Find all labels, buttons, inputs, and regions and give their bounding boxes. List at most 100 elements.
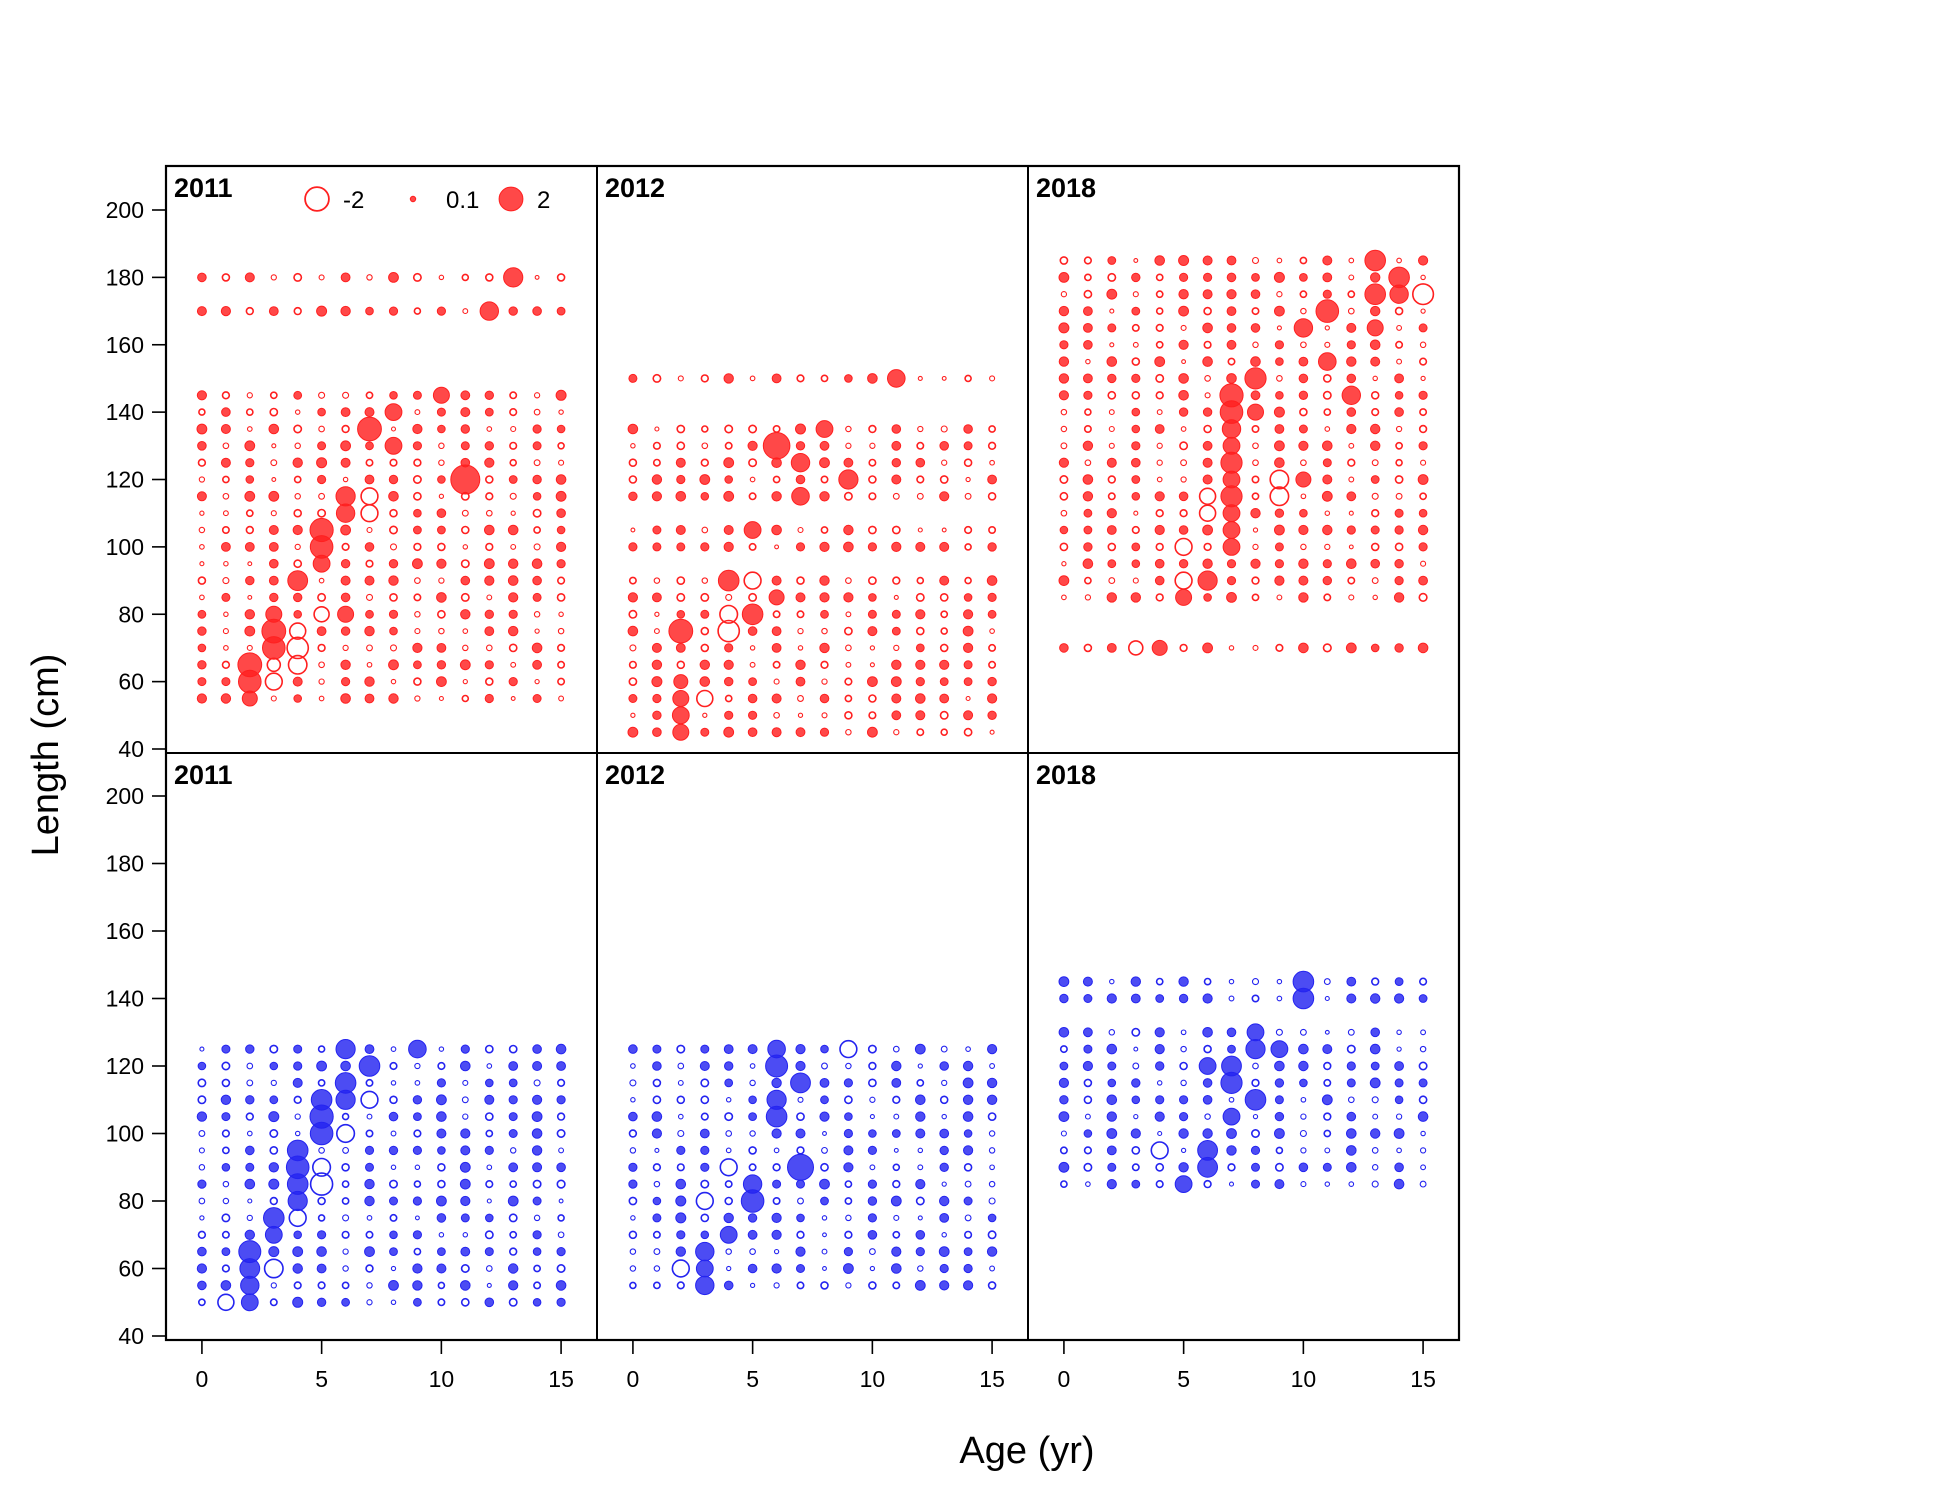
residual-bubble (1299, 1028, 1307, 1036)
residual-bubble (963, 660, 973, 670)
residual-bubble (510, 696, 516, 701)
residual-bubble (628, 1179, 638, 1189)
residual-bubble (790, 453, 811, 473)
residual-bubble (196, 390, 207, 401)
residual-bubble (987, 1044, 998, 1055)
residual-bubble (198, 526, 206, 534)
residual-bubble (461, 509, 469, 517)
residual-bubble (438, 577, 445, 584)
residual-bubble (700, 1145, 710, 1156)
residual-bubble (630, 527, 636, 533)
residual-bubble (390, 1046, 397, 1052)
residual-bubble (556, 508, 566, 519)
residual-bubble (366, 1282, 373, 1289)
residual-bubble (1370, 390, 1380, 400)
residual-bubble (771, 626, 782, 636)
residual-bubble (389, 1061, 398, 1071)
residual-bubble (556, 1264, 566, 1274)
residual-bubble (1202, 440, 1213, 451)
residual-bubble (484, 609, 494, 619)
residual-bubble (1348, 274, 1355, 281)
residual-bubble (357, 416, 382, 442)
residual-bubble (197, 1078, 207, 1088)
residual-bubble (390, 1080, 397, 1086)
residual-bubble (939, 1162, 949, 1173)
residual-bubble (198, 476, 206, 483)
y-axis-title: Length (cm) (25, 654, 67, 857)
residual-bubble (1178, 289, 1189, 300)
residual-bubble (819, 440, 830, 451)
residual-bubble (1155, 977, 1164, 986)
residual-bubble (317, 1281, 326, 1290)
residual-bubble (702, 712, 708, 718)
residual-bubble (747, 727, 758, 738)
residual-bubble (1106, 356, 1118, 367)
residual-bubble (1155, 994, 1165, 1003)
residual-bubble (868, 593, 877, 602)
residual-bubble (1345, 642, 1357, 654)
residual-bubble (652, 1230, 661, 1239)
residual-bubble (1203, 306, 1212, 316)
residual-bubble (1156, 1080, 1163, 1086)
residual-bubble (675, 643, 686, 653)
residual-bubble (717, 569, 740, 592)
residual-bubble (915, 1247, 925, 1257)
residual-bubble (843, 491, 853, 501)
residual-bubble (771, 373, 782, 384)
residual-bubble (1420, 1029, 1427, 1036)
residual-bubble (460, 1128, 471, 1139)
residual-bubble (220, 693, 232, 704)
residual-bubble (652, 542, 662, 552)
residual-bubble (1298, 524, 1309, 536)
residual-bubble (1275, 643, 1284, 653)
residual-bubble (1250, 390, 1261, 401)
residual-bubble (723, 525, 734, 535)
residual-bubble (1154, 1027, 1165, 1038)
residual-bubble (414, 409, 421, 416)
residual-bubble (1107, 373, 1117, 384)
residual-bubble (1178, 491, 1189, 502)
residual-bubble (1179, 1061, 1188, 1071)
residual-bubble (652, 1061, 662, 1071)
residual-bubble (1228, 645, 1235, 651)
residual-bubble (1084, 408, 1092, 416)
residual-bubble (628, 1044, 638, 1054)
residual-bubble (651, 659, 663, 670)
residual-bubble (700, 1095, 710, 1105)
residual-bubble (557, 677, 566, 686)
residual-bubble (939, 693, 950, 704)
residual-bubble (436, 407, 446, 417)
residual-bubble (1420, 1130, 1426, 1137)
residual-bubble (1394, 576, 1404, 586)
legend: -2 0.1 2 (304, 186, 550, 214)
residual-bubble (1082, 976, 1093, 987)
residual-bubble (532, 474, 542, 485)
residual-bubble (389, 1095, 398, 1105)
residual-bubble (652, 1078, 662, 1088)
residual-bubble (723, 373, 734, 384)
residual-bubble (317, 1045, 326, 1053)
residual-bubble (556, 306, 566, 316)
residual-bubble (1060, 442, 1068, 450)
panel-2011-row1-bubbles (196, 267, 567, 707)
residual-bubble (1346, 1044, 1356, 1054)
residual-bubble (556, 576, 566, 585)
residual-bubble (196, 423, 208, 435)
residual-bubble (1059, 491, 1069, 501)
residual-bubble (700, 1213, 710, 1223)
residual-bubble (1155, 290, 1164, 299)
residual-bubble (962, 1060, 974, 1072)
residual-bubble (844, 1180, 853, 1188)
residual-bubble (388, 525, 398, 535)
residual-bubble (293, 272, 303, 282)
residual-bubble (1178, 993, 1189, 1004)
residual-bubble (890, 1195, 902, 1207)
legend-bubble (304, 186, 330, 212)
residual-bubble (1179, 643, 1188, 653)
y-tick-label: 180 (106, 851, 144, 877)
residual-bubble (316, 1263, 327, 1274)
residual-bubble (987, 1230, 997, 1240)
residual-bubble (460, 592, 470, 602)
residual-bubble (509, 1230, 518, 1239)
residual-bubble (1083, 1129, 1093, 1138)
